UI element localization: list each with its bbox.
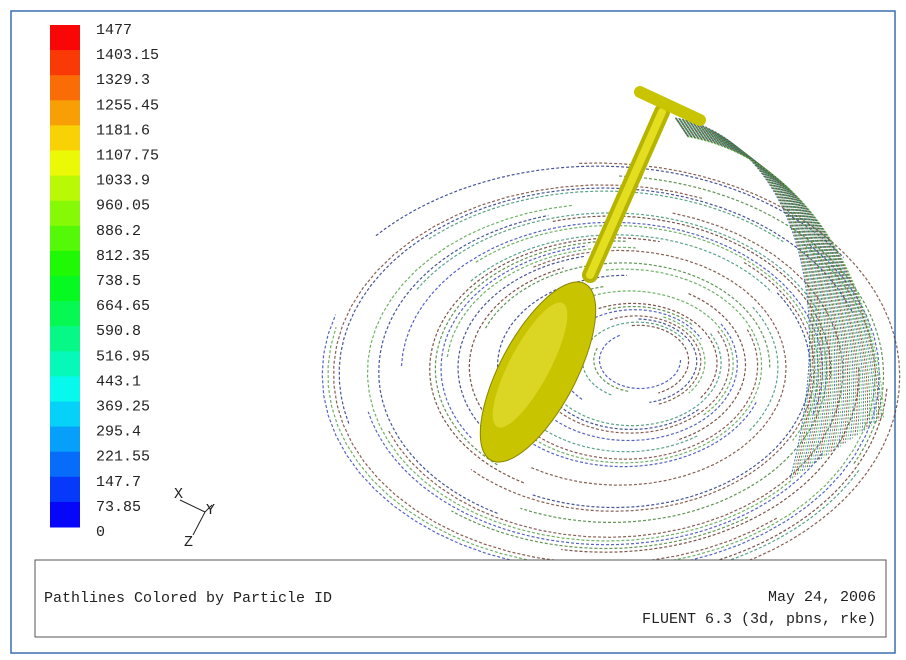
- axis-label: X: [174, 486, 183, 503]
- colorbar-label: 1033.9: [96, 173, 150, 190]
- color-swatch: [50, 100, 80, 126]
- colorbar-label: 960.05: [96, 198, 150, 215]
- color-swatch: [50, 477, 80, 503]
- colorbar-label: 516.95: [96, 348, 150, 365]
- colorbar-label: 73.85: [96, 499, 141, 516]
- color-swatch: [50, 176, 80, 202]
- colorbar-label: 886.2: [96, 223, 141, 240]
- footer-date: May 24, 2006: [768, 589, 876, 606]
- color-swatch: [50, 125, 80, 151]
- color-swatch: [50, 326, 80, 352]
- color-swatch: [50, 402, 80, 428]
- color-swatch: [50, 452, 80, 478]
- colorbar-label: 369.25: [96, 398, 150, 415]
- color-swatch: [50, 376, 80, 402]
- color-swatch: [50, 201, 80, 227]
- colorbar-label: 1181.6: [96, 122, 150, 139]
- colorbar-label: 0: [96, 524, 105, 541]
- colorbar-label: 295.4: [96, 424, 141, 441]
- color-swatch: [50, 75, 80, 101]
- color-swatch: [50, 226, 80, 252]
- color-swatch: [50, 251, 80, 277]
- colorbar-label: 443.1: [96, 373, 141, 390]
- colorbar-label: 221.55: [96, 449, 150, 466]
- axis-label: Y: [206, 502, 215, 519]
- graphics-view: 1477 1403.15 1329.3 1255.45 1181.6 1107.75 103…: [0, 0, 906, 660]
- color-swatch: [50, 50, 80, 76]
- color-swatch: [50, 427, 80, 453]
- color-swatch: [50, 25, 80, 51]
- color-swatch: [50, 301, 80, 327]
- colorbar-label: 664.65: [96, 298, 150, 315]
- fluent-window: 1477 1403.15 1329.3 1255.45 1181.6 1107.75 103…: [0, 0, 906, 660]
- color-swatch: [50, 502, 80, 528]
- colorbar-label: 1255.45: [96, 97, 159, 114]
- axis-label: Z: [184, 534, 193, 551]
- footer-title: Pathlines Colored by Particle ID: [44, 590, 332, 607]
- color-swatch: [50, 151, 80, 177]
- colorbar-label: 1403.15: [96, 47, 159, 64]
- colorbar-label: 590.8: [96, 323, 141, 340]
- colorbar-label: 812.35: [96, 248, 150, 265]
- colorbar-label: 1329.3: [96, 72, 150, 89]
- color-swatch: [50, 351, 80, 377]
- footer-version: FLUENT 6.3 (3d, pbns, rke): [642, 611, 876, 628]
- colorbar-label: 1477: [96, 22, 132, 39]
- colorbar-label: 147.7: [96, 474, 141, 491]
- color-swatch: [50, 276, 80, 302]
- colorbar-label: 738.5: [96, 273, 141, 290]
- colorbar-label: 1107.75: [96, 147, 159, 164]
